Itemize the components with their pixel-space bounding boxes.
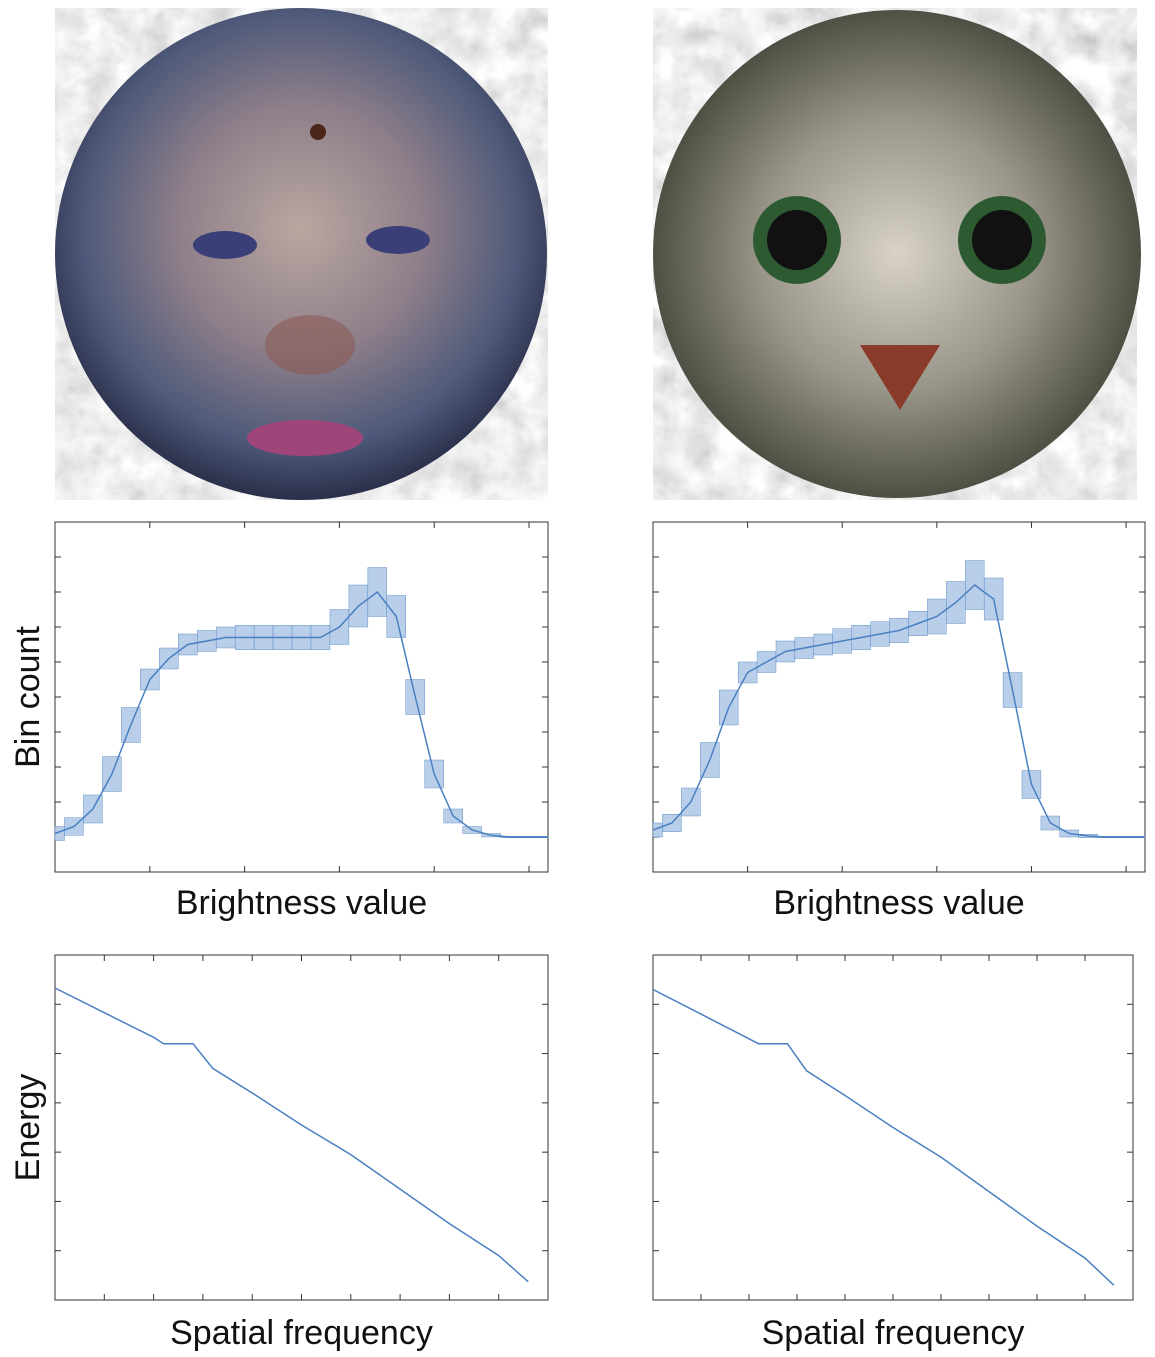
y-axis-label: Bin count — [9, 626, 47, 768]
panel: Spatial frequency Energy — [9, 955, 548, 1352]
panel: Brightness value Bin count — [9, 522, 548, 922]
plot-area — [55, 955, 548, 1300]
y-axis-label: Energy — [9, 1074, 47, 1182]
panel: Brightness value — [653, 522, 1145, 922]
x-axis-label: Brightness value — [773, 884, 1024, 922]
figure: Brightness valueBin countBrightness valu… — [0, 0, 1155, 1357]
face-image — [55, 8, 548, 500]
panel: Spatial frequency — [653, 955, 1133, 1352]
plot-area — [55, 522, 548, 872]
x-axis-label: Brightness value — [176, 884, 427, 922]
cat-image — [653, 8, 1141, 500]
x-axis-label: Spatial frequency — [170, 1314, 433, 1352]
x-axis-label: Spatial frequency — [762, 1314, 1025, 1352]
